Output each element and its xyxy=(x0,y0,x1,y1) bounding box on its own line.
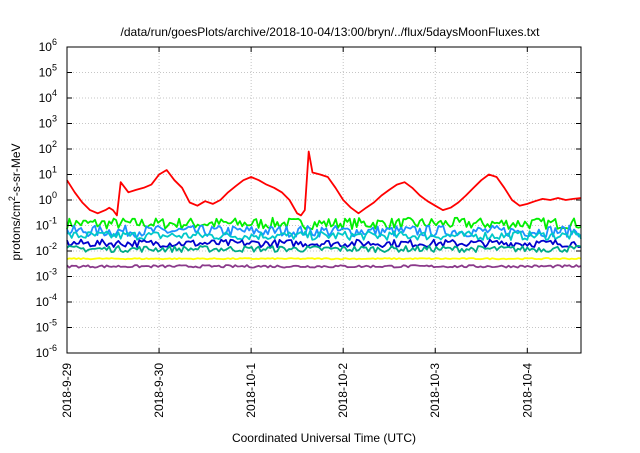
y-tick-base: 10 xyxy=(36,321,50,335)
x-tick-label: 2018-10-2 xyxy=(336,363,350,418)
y-tick-exponent: -5 xyxy=(49,318,57,328)
y-tick-exponent: 0 xyxy=(52,190,57,200)
y-tick-exponent: 4 xyxy=(52,88,57,98)
series-line xyxy=(66,257,582,261)
x-tick-label: 2018-10-3 xyxy=(428,363,442,418)
y-tick-exponent: 1 xyxy=(52,165,57,175)
y-tick-base: 10 xyxy=(36,346,50,360)
grid xyxy=(67,47,581,353)
y-tick-exponent: -2 xyxy=(49,241,57,251)
y-tick-label: 100 xyxy=(39,190,57,207)
x-tick-label: 2018-10-1 xyxy=(244,363,258,418)
y-tick-base: 10 xyxy=(36,270,50,284)
y-tick-exponent: 3 xyxy=(52,114,57,124)
y-tick-base: 10 xyxy=(39,40,53,54)
y-tick-exponent: -4 xyxy=(49,292,57,302)
series-line xyxy=(66,238,582,249)
y-tick-base: 10 xyxy=(36,219,50,233)
y-tick-base: 10 xyxy=(36,244,50,258)
y-tick-exponent: 2 xyxy=(52,139,57,149)
y-axis-label-suffix: -s-sr-MeV xyxy=(9,143,23,196)
y-tick-label: 106 xyxy=(39,37,57,54)
series-layer xyxy=(66,150,582,269)
y-tick-label: 102 xyxy=(39,139,57,156)
y-tick-label: 10-1 xyxy=(36,216,57,233)
y-tick-base: 10 xyxy=(39,91,53,105)
x-tick-labels: 2018-9-29 2018-9-30 2018-10-1 2018-10-2 2018… xyxy=(60,363,534,418)
y-tick-exponent: -6 xyxy=(49,343,57,353)
y-tick-label: 10-3 xyxy=(36,267,57,284)
y-tick-labels: 10-610-510-410-310-210-11001011021031041… xyxy=(36,37,57,360)
y-tick-label: 10-2 xyxy=(36,241,57,258)
x-tick-label: 2018-9-29 xyxy=(60,363,74,418)
chart-title: /data/run/goesPlots/archive/2018-10-04/1… xyxy=(121,25,541,39)
y-tick-exponent: 5 xyxy=(52,63,57,73)
y-tick-exponent: -1 xyxy=(49,216,57,226)
y-axis-label-sup: 2 xyxy=(7,196,17,201)
series-line xyxy=(66,244,582,254)
series-line xyxy=(66,150,582,217)
y-axis-label: protons/cm2-s-sr-MeV xyxy=(7,143,23,260)
tick-marks xyxy=(66,46,581,354)
y-tick-label: 101 xyxy=(39,165,57,182)
series-line xyxy=(67,230,582,241)
y-tick-label: 103 xyxy=(39,114,57,131)
plot-frame xyxy=(66,46,582,354)
y-tick-label: 104 xyxy=(39,88,57,105)
y-tick-base: 10 xyxy=(39,117,53,131)
y-tick-base: 10 xyxy=(39,66,53,80)
series-line xyxy=(66,264,582,269)
series-line xyxy=(66,216,582,231)
y-tick-exponent: 6 xyxy=(52,37,57,47)
y-tick-exponent: -3 xyxy=(49,267,57,277)
y-tick-base: 10 xyxy=(39,142,53,156)
y-tick-label: 105 xyxy=(39,63,57,80)
x-tick-label: 2018-10-4 xyxy=(520,363,534,418)
y-tick-base: 10 xyxy=(39,193,53,207)
x-tick-label: 2018-9-30 xyxy=(152,363,166,418)
y-tick-base: 10 xyxy=(39,168,53,182)
y-tick-label: 10-6 xyxy=(36,343,57,360)
y-tick-base: 10 xyxy=(36,295,50,309)
y-tick-label: 10-5 xyxy=(36,318,57,335)
x-axis-label: Coordinated Universal Time (UTC) xyxy=(232,431,416,445)
y-tick-label: 10-4 xyxy=(36,292,57,309)
series-line xyxy=(66,224,582,238)
y-axis-label-prefix: protons/cm xyxy=(9,201,23,260)
